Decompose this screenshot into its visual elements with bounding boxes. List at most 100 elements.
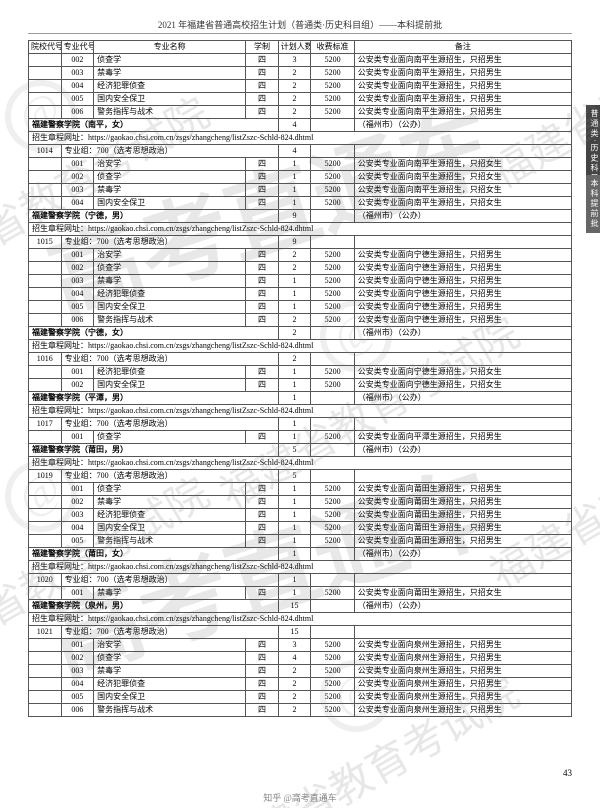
cell xyxy=(29,691,62,704)
cell: 5200 xyxy=(311,483,354,496)
cell xyxy=(311,327,354,340)
cell xyxy=(29,587,62,600)
cell: 5200 xyxy=(311,522,354,535)
cell: 四 xyxy=(246,275,279,288)
cell: 禁毒学 xyxy=(94,665,246,678)
cell: 1 xyxy=(278,275,311,288)
url-row: 招生章程网址：https://gaokao.chsi.com.cn/zsgs/z… xyxy=(29,561,572,574)
section-header: 福建警察学院（莆田，女）1（福州市）（公办） xyxy=(29,548,572,561)
table-row: 003禁毒学四25200公安类专业面向泉州生源招生，只招男生 xyxy=(29,665,572,678)
table-row: 001治安学四25200公安类专业面向宁德生源招生，只招男生 xyxy=(29,249,572,262)
table-row: 003禁毒学四15200公安类专业面向南平生源招生，只招女生 xyxy=(29,184,572,197)
cell: 5200 xyxy=(311,184,354,197)
admissions-table: 院校代号 专业代号 专业名称 学制 计划人数 收费标准 备注 002侦查学四35… xyxy=(28,40,572,717)
cell xyxy=(29,639,62,652)
cell xyxy=(354,353,571,366)
side-tab-batch: 本科提前批 xyxy=(586,175,600,233)
cell: 2 xyxy=(278,67,311,80)
cell: 禁毒学 xyxy=(94,275,246,288)
cell: 2 xyxy=(278,262,311,275)
cell: 四 xyxy=(246,366,279,379)
cell: 侦查学 xyxy=(94,262,246,275)
cell: 警务指挥与战术 xyxy=(94,106,246,119)
cell: 四 xyxy=(246,93,279,106)
cell: 四 xyxy=(246,54,279,67)
cell: 5200 xyxy=(311,704,354,717)
cell: 公安类专业面向南平生源招生，只招女生 xyxy=(354,171,571,184)
cell: 禁毒学 xyxy=(94,184,246,197)
cell: 四 xyxy=(246,691,279,704)
table-row: 001侦查学四15200公安类专业面向莆田生源招生，只招男生 xyxy=(29,483,572,496)
cell: 2 xyxy=(278,327,311,340)
cell: 警务指挥与战术 xyxy=(94,704,246,717)
cell: 侦查学 xyxy=(94,652,246,665)
cell xyxy=(29,54,62,67)
cell: 经济犯罪侦查 xyxy=(94,366,246,379)
table-row: 001侦查学四15200公安类专业面向平潭生源招生，只招男生 xyxy=(29,431,572,444)
cell: 四 xyxy=(246,431,279,444)
cell: 四 xyxy=(246,171,279,184)
cell: 四 xyxy=(246,158,279,171)
cell: 国内安全保卫 xyxy=(94,197,246,210)
cell: 5200 xyxy=(311,379,354,392)
cell: 003 xyxy=(61,665,94,678)
page-number: 43 xyxy=(563,768,572,778)
cell: 四 xyxy=(246,496,279,509)
cell xyxy=(29,158,62,171)
cell: 1014 xyxy=(29,145,62,158)
cell: 四 xyxy=(246,184,279,197)
cell: 公安类专业面向宁德生源招生，只招女生 xyxy=(354,379,571,392)
section-header: 福建警察学院（莆田，男）5（福州市）（公办） xyxy=(29,444,572,457)
cell: 四 xyxy=(246,67,279,80)
cell: 001 xyxy=(61,158,94,171)
group-row: 1017专业组：700（选考思想政治）1 xyxy=(29,418,572,431)
cell: 5200 xyxy=(311,496,354,509)
cell xyxy=(29,80,62,93)
cell: 公安类专业面向南平生源招生，只招女生 xyxy=(354,158,571,171)
cell xyxy=(29,665,62,678)
cell: 5200 xyxy=(311,275,354,288)
cell: 9 xyxy=(278,236,311,249)
cell: 006 xyxy=(61,106,94,119)
table-row: 006警务指挥与战术四25200公安类专业面向泉州生源招生，只招男生 xyxy=(29,704,572,717)
cell xyxy=(354,236,571,249)
cell: 侦查学 xyxy=(94,431,246,444)
cell: 四 xyxy=(246,379,279,392)
col-major-name: 专业名称 xyxy=(94,41,246,54)
cell: 1 xyxy=(278,301,311,314)
cell: 公安类专业面向南平生源招生，只招男生 xyxy=(354,80,571,93)
cell xyxy=(354,470,571,483)
section-header: 福建警察学院（宁德，男）9（福州市）（公办） xyxy=(29,210,572,223)
cell xyxy=(29,483,62,496)
cell xyxy=(29,197,62,210)
col-fee: 收费标准 xyxy=(311,41,354,54)
cell: 5200 xyxy=(311,93,354,106)
cell: 5200 xyxy=(311,652,354,665)
cell: 国内安全保卫 xyxy=(94,93,246,106)
cell: （福州市）（公办） xyxy=(354,600,571,613)
cell: 四 xyxy=(246,678,279,691)
cell xyxy=(29,249,62,262)
url-row: 招生章程网址：https://gaokao.chsi.com.cn/zsgs/z… xyxy=(29,132,572,145)
cell: 2 xyxy=(278,93,311,106)
cell xyxy=(311,353,354,366)
cell: 1 xyxy=(278,509,311,522)
cell: 1 xyxy=(278,418,311,431)
cell: 公安类专业面向宁德生源招生，只招女生 xyxy=(354,366,571,379)
cell: 5200 xyxy=(311,314,354,327)
cell: 1 xyxy=(278,548,311,561)
cell: 5200 xyxy=(311,678,354,691)
cell xyxy=(29,314,62,327)
cell: 5200 xyxy=(311,171,354,184)
cell xyxy=(29,262,62,275)
table-row: 003禁毒学四15200公安类专业面向宁德生源招生，只招男生 xyxy=(29,275,572,288)
cell: 003 xyxy=(61,67,94,80)
cell: 公安类专业面向莆田生源招生，只招男生 xyxy=(354,496,571,509)
table-row: 005国内安全保卫四25200公安类专业面向南平生源招生，只招男生 xyxy=(29,93,572,106)
cell: 1 xyxy=(278,587,311,600)
cell: 公安类专业面向泉州生源招生，只招男生 xyxy=(354,639,571,652)
col-plan: 计划人数 xyxy=(278,41,311,54)
cell: 001 xyxy=(61,366,94,379)
cell: 5200 xyxy=(311,67,354,80)
cell xyxy=(311,418,354,431)
